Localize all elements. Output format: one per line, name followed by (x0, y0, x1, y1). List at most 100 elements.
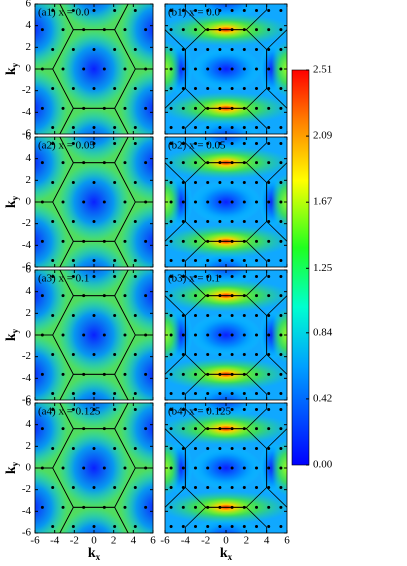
k-point (206, 505, 210, 509)
panel-title: (a4) x = 0.125 (38, 406, 101, 418)
k-point (61, 28, 65, 32)
y-tick-label: 0 (26, 462, 32, 474)
zone-boundary (59, 240, 129, 267)
k-point (181, 106, 185, 110)
heat-blob (120, 202, 153, 267)
k-point (92, 181, 96, 184)
k-point (92, 220, 96, 223)
k-point (267, 314, 271, 317)
colorbar-tick-label: 1.25 (313, 262, 333, 274)
k-point (71, 126, 75, 129)
k-point (279, 126, 283, 129)
k-point (144, 333, 148, 337)
k-point (113, 126, 117, 129)
k-point (279, 220, 283, 223)
zone-boundary (35, 201, 74, 267)
k-point (218, 314, 222, 317)
y-tick-label: -4 (22, 106, 32, 118)
k-point (181, 505, 185, 509)
heat-blob (35, 468, 68, 533)
k-point (144, 505, 148, 509)
k-point (92, 275, 96, 278)
k-point (123, 333, 127, 337)
k-point (31, 486, 34, 489)
heat-blob (270, 439, 287, 497)
k-point (92, 142, 96, 145)
k-point (169, 28, 173, 32)
k-point (71, 87, 75, 90)
k-point (181, 200, 185, 204)
heat-blob (58, 429, 130, 507)
x-axis-label: kx (88, 546, 101, 562)
k-point (169, 181, 173, 184)
y-tick-label: 2 (26, 174, 32, 186)
k-point (181, 392, 185, 395)
k-point (181, 181, 185, 184)
k-point (31, 9, 34, 12)
x-tick-label: -2 (201, 535, 210, 547)
k-point (102, 161, 106, 165)
panel-title: (a3) x = 0.1 (38, 273, 89, 285)
heat-blob (60, 374, 128, 400)
k-point (242, 408, 246, 411)
panel-title: (a2) x = 0.05 (38, 140, 95, 152)
k-point (206, 392, 210, 395)
k-point (206, 200, 210, 204)
colorbar-tick-label: 0.84 (313, 326, 333, 338)
k-point (102, 466, 106, 470)
k-point (279, 181, 283, 184)
colorbar-tick-label: 1.67 (313, 196, 333, 208)
k-point (267, 372, 271, 376)
k-point (279, 427, 283, 431)
heat-blob (120, 468, 153, 533)
heatmap-panel (165, 4, 287, 134)
k-point (113, 87, 117, 90)
k-point (169, 126, 173, 129)
k-point (133, 9, 137, 12)
k-point (279, 239, 283, 243)
k-point (242, 48, 246, 51)
zone-boundary (165, 162, 186, 242)
k-point (181, 353, 185, 356)
zone-boundary (59, 506, 129, 533)
k-point (133, 525, 137, 528)
y-tick-label: 0 (26, 63, 32, 75)
k-point (51, 259, 55, 262)
k-point (255, 447, 258, 450)
heat-blob (165, 439, 182, 497)
k-point (61, 161, 65, 165)
x-tick-label: 0 (91, 535, 97, 547)
k-point (40, 161, 44, 165)
k-point (133, 314, 137, 317)
k-point (279, 447, 283, 450)
k-point (255, 525, 258, 528)
heat-blob (35, 69, 68, 134)
y-tick-label: -6 (22, 261, 32, 273)
k-point (279, 142, 283, 145)
k-point (92, 408, 96, 411)
k-point (218, 505, 222, 509)
k-point (123, 106, 127, 110)
x-axis-label-sub: x (96, 552, 101, 562)
k-point (267, 220, 271, 223)
k-point (51, 486, 55, 489)
k-point (169, 106, 173, 110)
k-point (40, 372, 44, 376)
heatmap-panel (35, 270, 153, 400)
k-point (267, 200, 271, 204)
k-point (230, 142, 234, 145)
k-point (194, 486, 197, 489)
y-axis-label: ky (4, 461, 20, 474)
k-point (267, 333, 271, 337)
heatmap-panel (35, 137, 153, 267)
k-point (51, 9, 55, 12)
k-point (123, 372, 127, 376)
k-point (113, 259, 117, 262)
k-point (242, 466, 246, 470)
zone-boundary (266, 295, 287, 375)
k-point (255, 9, 258, 12)
k-point (194, 181, 197, 184)
heat-blob (120, 270, 153, 335)
x-tick-label: 4 (131, 535, 137, 547)
